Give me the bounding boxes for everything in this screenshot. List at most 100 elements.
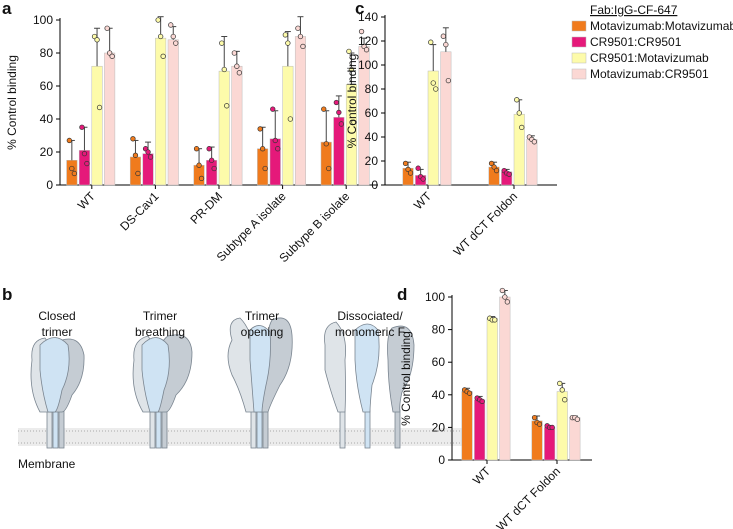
- data-point: [71, 170, 77, 177]
- data-point: [257, 126, 263, 132]
- data-point: [196, 162, 202, 168]
- y-tick-label: 120: [358, 34, 378, 48]
- error-bar: [442, 27, 449, 52]
- data-point: [405, 166, 411, 173]
- y-tick-label: 0: [371, 178, 378, 192]
- y-tick-label: 140: [358, 10, 378, 24]
- data-point: [219, 40, 225, 46]
- y-tick-label: 0: [46, 178, 53, 192]
- legend-label: CR9501:Motavizumab: [590, 51, 709, 65]
- data-point: [443, 41, 449, 48]
- data-point: [562, 397, 568, 403]
- bar: [231, 65, 243, 186]
- data-point: [94, 37, 100, 43]
- data-point: [211, 165, 217, 172]
- data-point: [531, 139, 537, 145]
- data-point: [559, 387, 565, 393]
- y-axis-label: % Control binding: [5, 55, 19, 150]
- data-point: [402, 160, 409, 167]
- data-point: [514, 97, 520, 103]
- data-point: [160, 53, 166, 59]
- data-point: [130, 136, 136, 142]
- data-point: [84, 160, 90, 167]
- error-bar: [68, 139, 75, 161]
- data-point: [81, 150, 88, 157]
- legend-label: Motavizumab:Motavizumab: [590, 19, 733, 33]
- data-point: [420, 176, 426, 182]
- data-point: [519, 124, 525, 131]
- stage-label: trimer: [42, 325, 73, 339]
- y-tick-label: 80: [432, 323, 446, 337]
- stage-label: monomeric F: [335, 325, 405, 339]
- legend-swatch: [571, 20, 587, 32]
- error-bar: [272, 110, 279, 139]
- data-point: [224, 103, 230, 109]
- diagram: [18, 317, 465, 449]
- stage-label: Closed: [38, 309, 75, 323]
- data-point: [574, 416, 580, 422]
- y-tick-label: 20: [365, 154, 379, 168]
- stage-label: opening: [241, 325, 284, 339]
- data-point: [445, 77, 452, 84]
- data-point: [96, 104, 103, 111]
- data-point: [79, 124, 85, 130]
- data-point: [155, 17, 161, 23]
- data-point: [260, 146, 266, 152]
- bar: [282, 65, 294, 186]
- data-point: [109, 53, 115, 59]
- y-tick-label: 40: [365, 130, 379, 144]
- data-point: [132, 152, 139, 158]
- data-point: [282, 32, 289, 38]
- y-tick-label: 40: [40, 112, 54, 126]
- bar: [218, 70, 230, 186]
- data-point: [198, 175, 205, 182]
- data-point: [549, 424, 555, 431]
- panel-label: a: [2, 0, 12, 18]
- data-point: [492, 317, 498, 323]
- data-point: [173, 40, 179, 46]
- data-point: [236, 70, 243, 76]
- error-bar: [81, 126, 88, 151]
- bar: [486, 317, 498, 461]
- bar: [526, 139, 538, 186]
- data-point: [221, 66, 227, 73]
- x-tick-label: WT: [411, 189, 435, 213]
- data-point: [440, 33, 447, 39]
- data-point: [193, 146, 200, 152]
- data-point: [351, 119, 357, 125]
- x-tick-label: DS-Cav1: [117, 189, 162, 234]
- y-axis-label: % Control binding: [345, 54, 359, 149]
- membrane-label: Membrane: [18, 457, 76, 471]
- y-tick-label: 60: [40, 79, 54, 93]
- bar: [333, 117, 345, 186]
- data-point: [333, 99, 340, 106]
- y-tick-label: 60: [365, 106, 379, 120]
- data-point: [287, 116, 294, 122]
- y-tick-label: 80: [365, 82, 379, 96]
- bar: [569, 417, 581, 461]
- error-bar: [284, 31, 291, 67]
- data-point: [502, 294, 508, 300]
- panel-label: b: [2, 285, 12, 304]
- data-point: [493, 167, 500, 174]
- stage-label: breathing: [135, 325, 185, 339]
- x-tick-label: PR-DM: [187, 189, 225, 227]
- y-tick-label: 100: [358, 58, 378, 72]
- legend-swatch: [571, 52, 587, 64]
- bar: [320, 141, 332, 186]
- error-bar: [430, 44, 437, 71]
- legend-label: CR9501:CR9501: [590, 35, 682, 49]
- y-tick-label: 100: [33, 13, 53, 27]
- data-point: [499, 287, 506, 294]
- bar: [104, 52, 116, 186]
- legend-title: Fab:IgG-CF-647: [590, 3, 678, 17]
- stage-label: Trimer: [143, 309, 177, 323]
- data-point: [466, 390, 473, 396]
- data-point: [135, 170, 141, 177]
- data-point: [275, 146, 281, 152]
- data-point: [479, 398, 485, 404]
- legend-swatch: [571, 68, 587, 80]
- bar: [167, 39, 179, 186]
- data-point: [69, 165, 75, 172]
- y-tick-label: 100: [425, 290, 445, 304]
